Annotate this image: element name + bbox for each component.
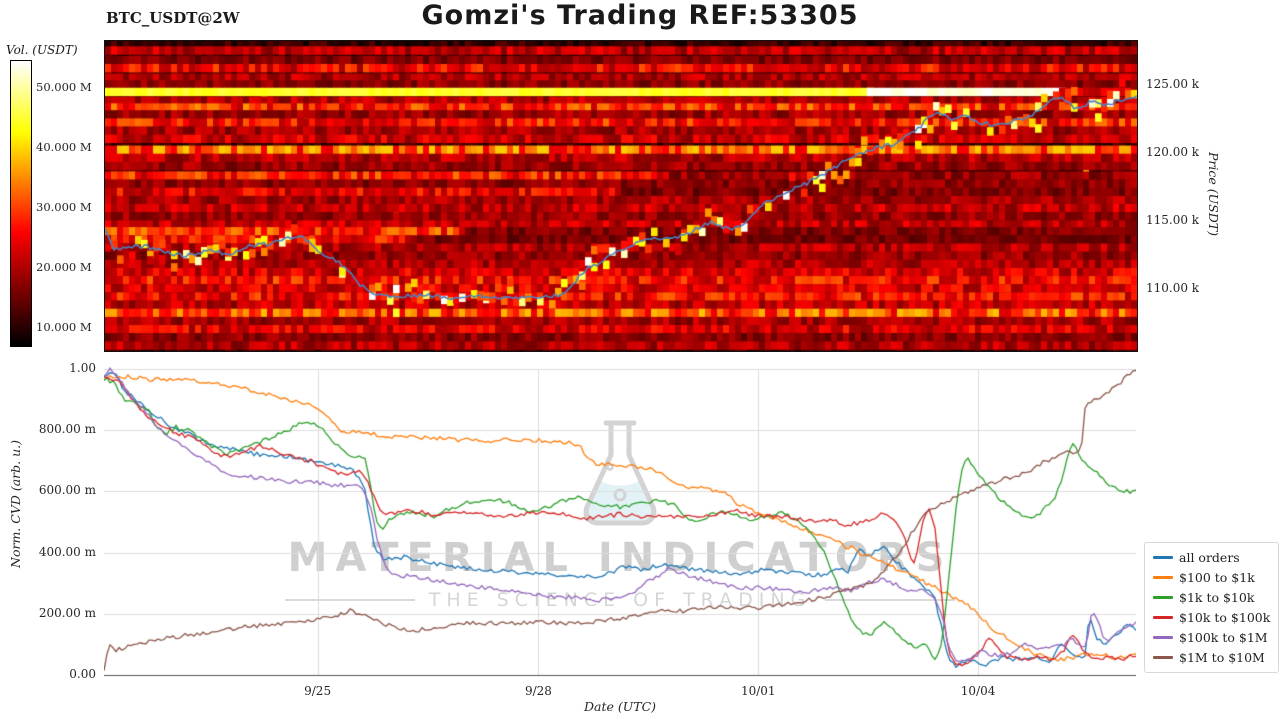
- legend-item-100k-1M: $100k to $1M: [1153, 629, 1270, 646]
- cvd-y-tick-label: 0.00: [69, 667, 96, 681]
- legend-swatch: [1153, 636, 1173, 639]
- legend-label: $1k to $10k: [1179, 590, 1255, 605]
- symbol-label: BTC_USDT@2W: [106, 9, 240, 27]
- colorbar-tick-label: 50.000 M: [36, 80, 92, 94]
- price-tick-label: 115.00 k: [1146, 212, 1200, 227]
- colorbar-tick-label: 40.000 M: [36, 140, 92, 154]
- legend-item-1M-10M: $1M to $10M: [1153, 649, 1270, 666]
- legend-label: $100k to $1M: [1179, 630, 1268, 645]
- price-tick-label: 110.00 k: [1146, 280, 1200, 295]
- price-tick-label: 120.00 k: [1146, 144, 1200, 159]
- legend-swatch: [1153, 556, 1173, 559]
- colorbar-tick-label: 30.000 M: [36, 200, 92, 214]
- cvd-canvas: [104, 365, 1136, 677]
- legend-label: $1M to $10M: [1179, 650, 1265, 665]
- legend-swatch: [1153, 576, 1173, 579]
- legend-label: $10k to $100k: [1179, 610, 1271, 625]
- legend-item-1k-10k: $1k to $10k: [1153, 589, 1270, 606]
- cvd-y-tick-label: 1.00: [69, 361, 96, 375]
- cvd-x-axis-title: Date (UTC): [583, 699, 657, 714]
- cvd-y-axis-title: Norm. CVD (arb. u.): [8, 440, 23, 568]
- legend-swatch: [1153, 596, 1173, 599]
- cvd-x-tick-label: 9/25: [304, 684, 332, 698]
- cvd-x-tick-label: 10/01: [740, 684, 776, 698]
- cvd-y-tick-label: 200.00 m: [38, 605, 96, 620]
- cvd-x-tick-label: 10/04: [960, 684, 996, 698]
- legend: all orders $100 to $1k $1k to $10k $10k …: [1144, 542, 1280, 673]
- legend-swatch: [1153, 616, 1173, 619]
- colorbar-tick-label: 20.000 M: [36, 260, 92, 274]
- legend-label: $100 to $1k: [1179, 570, 1255, 585]
- legend-item-all-orders: all orders: [1153, 549, 1270, 566]
- page-title: Gomzi's Trading REF:53305: [421, 0, 859, 31]
- cvd-y-tick-label: 800.00 m: [38, 422, 96, 437]
- price-tick-label: 125.00 k: [1146, 76, 1200, 91]
- legend-label: all orders: [1179, 550, 1240, 565]
- colorbar-tick-label: 10.000 M: [36, 320, 92, 334]
- colorbar-label: Vol. (USDT): [6, 43, 78, 57]
- legend-swatch: [1153, 656, 1173, 659]
- colorbar-canvas: [10, 60, 32, 347]
- legend-item-100-1k: $100 to $1k: [1153, 569, 1270, 586]
- heatmap-canvas: [104, 40, 1138, 352]
- price-axis-title: Price (USDT): [1206, 152, 1221, 236]
- legend-item-10k-100k: $10k to $100k: [1153, 609, 1270, 626]
- cvd-x-tick-label: 9/28: [524, 684, 552, 698]
